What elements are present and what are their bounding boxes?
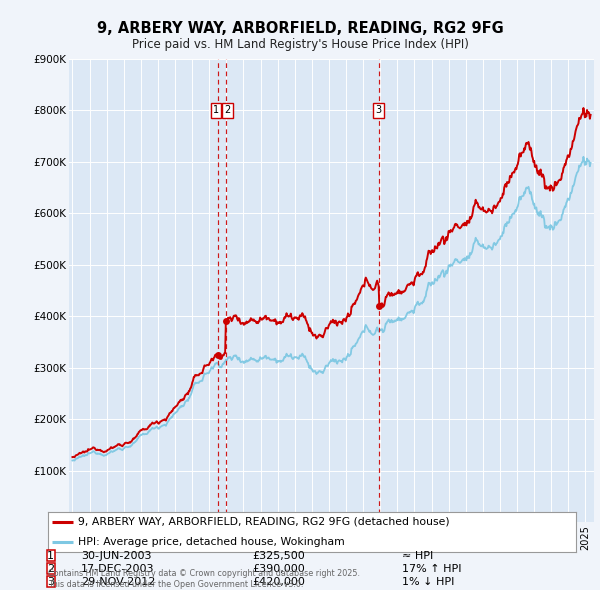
- Text: 17-DEC-2003: 17-DEC-2003: [81, 564, 155, 573]
- Text: 1: 1: [47, 551, 54, 560]
- Text: 2: 2: [47, 564, 54, 573]
- Text: 17% ↑ HPI: 17% ↑ HPI: [402, 564, 461, 573]
- Text: 2: 2: [224, 106, 230, 116]
- Text: 9, ARBERY WAY, ARBORFIELD, READING, RG2 9FG (detached house): 9, ARBERY WAY, ARBORFIELD, READING, RG2 …: [78, 517, 450, 526]
- Text: Price paid vs. HM Land Registry's House Price Index (HPI): Price paid vs. HM Land Registry's House …: [131, 38, 469, 51]
- Text: 30-JUN-2003: 30-JUN-2003: [81, 551, 151, 560]
- Text: 9, ARBERY WAY, ARBORFIELD, READING, RG2 9FG: 9, ARBERY WAY, ARBORFIELD, READING, RG2 …: [97, 21, 503, 35]
- Text: 1% ↓ HPI: 1% ↓ HPI: [402, 577, 454, 586]
- Text: 3: 3: [376, 106, 382, 116]
- Text: £420,000: £420,000: [252, 577, 305, 586]
- Text: 29-NOV-2012: 29-NOV-2012: [81, 577, 155, 586]
- Text: HPI: Average price, detached house, Wokingham: HPI: Average price, detached house, Woki…: [78, 537, 345, 546]
- Text: ≈ HPI: ≈ HPI: [402, 551, 433, 560]
- Text: £390,000: £390,000: [252, 564, 305, 573]
- Text: Contains HM Land Registry data © Crown copyright and database right 2025.
This d: Contains HM Land Registry data © Crown c…: [48, 569, 360, 589]
- Text: 3: 3: [47, 577, 54, 586]
- Text: £325,500: £325,500: [252, 551, 305, 560]
- Text: 1: 1: [213, 106, 219, 116]
